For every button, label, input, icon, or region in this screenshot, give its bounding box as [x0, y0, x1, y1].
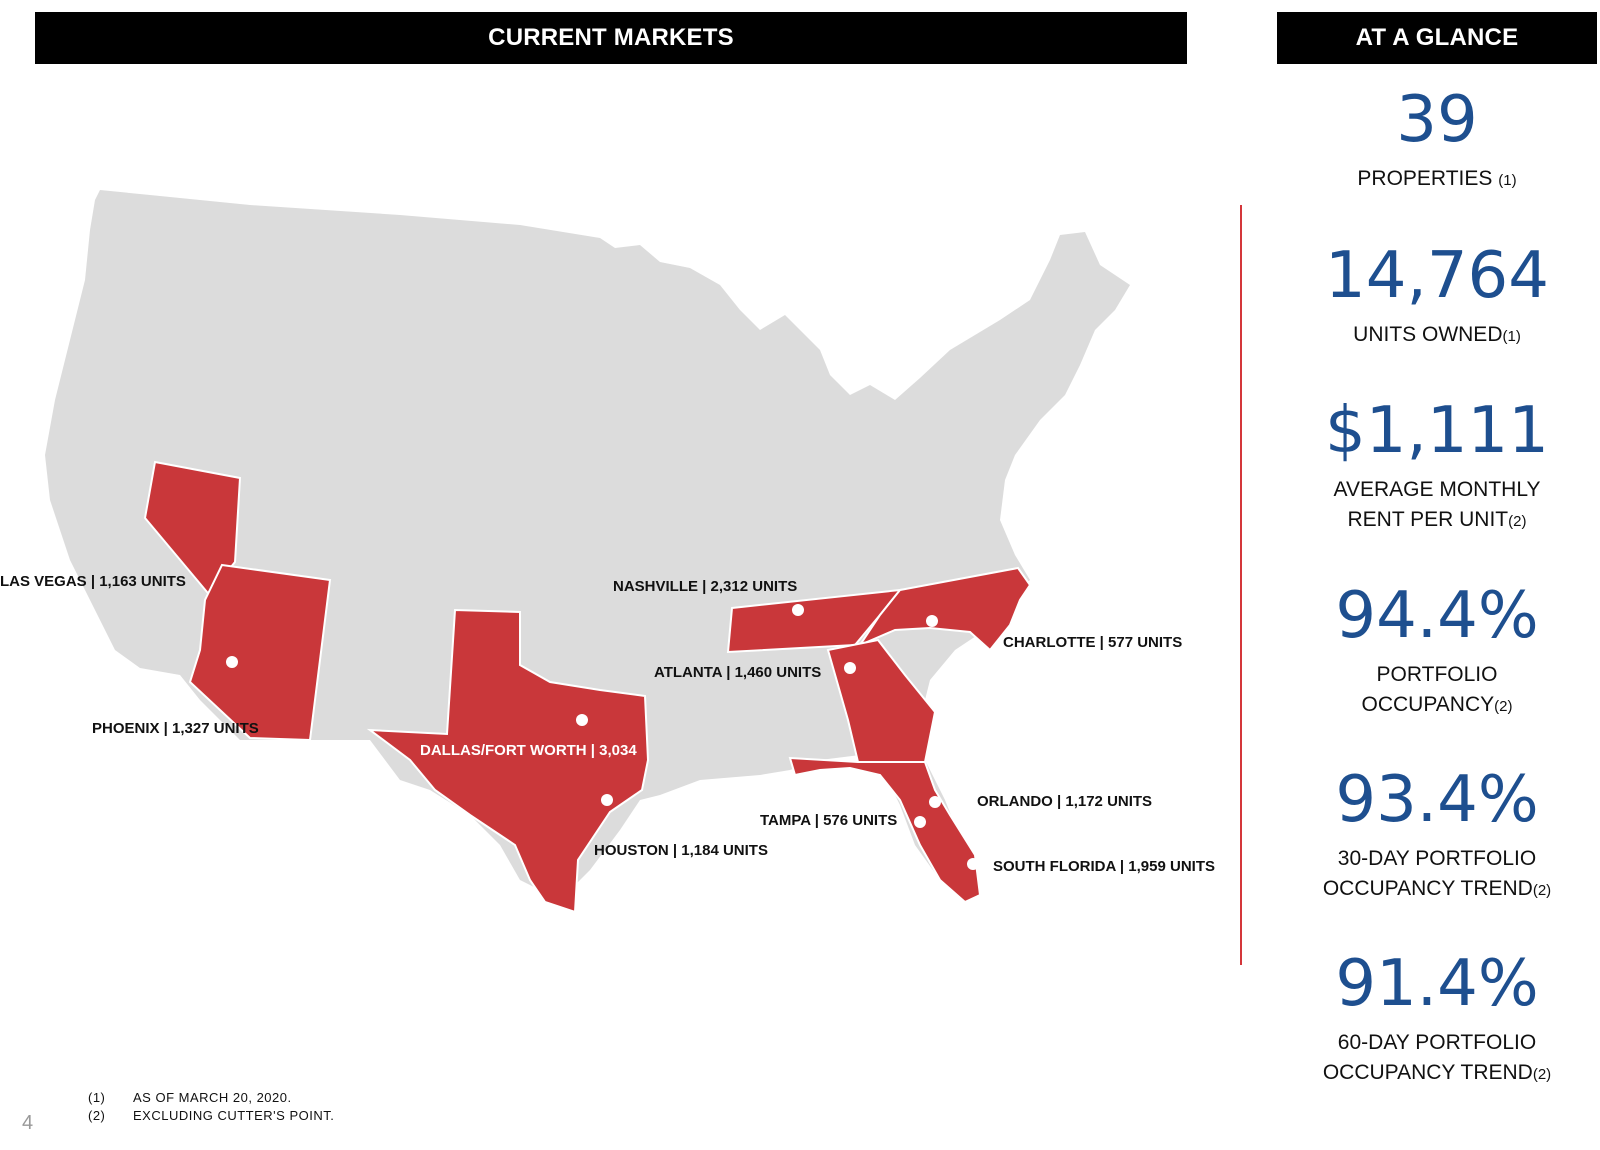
stat-label: UNITS OWNED(1)	[1277, 320, 1597, 352]
footnote: (1) AS OF MARCH 20, 2020.	[88, 1090, 334, 1108]
stat-label-text: OCCUPANCY TREND	[1322, 1061, 1533, 1084]
section-divider	[1240, 205, 1242, 965]
market-label-phoenix: PHOENIX | 1,327 UNITS	[92, 720, 259, 737]
market-label-charlotte: CHARLOTTE | 577 UNITS	[1003, 634, 1183, 651]
footnote-text: EXCLUDING CUTTER'S POINT.	[133, 1108, 335, 1123]
footnote-number: (2)	[88, 1108, 106, 1123]
footnotes: (1) AS OF MARCH 20, 2020. (2) EXCLUDING …	[88, 1090, 334, 1126]
footnote: (2) EXCLUDING CUTTER'S POINT.	[88, 1108, 334, 1126]
footnote-ref: (2)	[1532, 882, 1552, 899]
stat-value: 93.4%	[1335, 763, 1539, 837]
stat-value: 94.4%	[1335, 579, 1539, 653]
stat-label: 60-DAY PORTFOLIO OCCUPANCY TREND(2)	[1277, 1028, 1597, 1090]
stat-label: AVERAGE MONTHLY RENT PER UNIT(2)	[1277, 475, 1597, 537]
market-label-houston: HOUSTON | 1,184 UNITS	[594, 842, 768, 859]
state-arizona	[188, 563, 332, 742]
state-texas	[366, 608, 650, 914]
stat-label: PORTFOLIO OCCUPANCY(2)	[1277, 660, 1597, 722]
current-markets-header: CURRENT MARKETS	[35, 12, 1187, 64]
state-north-carolina	[857, 566, 1032, 652]
us-map-svg	[45, 190, 1130, 914]
state-tennessee	[726, 588, 903, 654]
stat-label-text: OCCUPANCY TREND	[1322, 877, 1533, 900]
stat-label-line1: 60-DAY PORTFOLIO	[1337, 1031, 1537, 1054]
stat-label-text: UNITS OWNED	[1353, 323, 1503, 346]
stat-value: 39	[1396, 83, 1478, 157]
footnote-text: AS OF MARCH 20, 2020.	[133, 1090, 292, 1105]
stat-label-text: OCCUPANCY	[1361, 693, 1495, 716]
footnote-ref: (2)	[1508, 513, 1527, 530]
stat-label-text: RENT PER UNIT	[1347, 508, 1509, 531]
stat-label-line1: 30-DAY PORTFOLIO	[1337, 847, 1537, 870]
stat-label: 30-DAY PORTFOLIO OCCUPANCY TREND(2)	[1277, 844, 1597, 906]
stat-average-rent: $1,111 AVERAGE MONTHLY RENT PER UNIT(2)	[1277, 399, 1597, 537]
stat-label-line1: PORTFOLIO	[1376, 663, 1498, 686]
market-label-orlando: ORLANDO | 1,172 UNITS	[977, 793, 1153, 810]
footnote-number: (1)	[88, 1090, 106, 1105]
city-dot-south-florida	[967, 858, 979, 870]
stat-value: 91.4%	[1335, 947, 1539, 1021]
city-dot-dallas	[576, 714, 588, 726]
at-a-glance-header: AT A GLANCE	[1277, 12, 1597, 64]
market-label-tampa: TAMPA | 576 UNITS	[760, 812, 898, 829]
page-number: 4	[22, 1112, 34, 1134]
city-dot-tampa	[914, 816, 926, 828]
market-label-nashville: NASHVILLE | 2,312 UNITS	[613, 578, 798, 595]
stat-value: $1,111	[1325, 394, 1549, 468]
footnote-ref: (2)	[1494, 698, 1513, 715]
stat-units-owned: 14,764 UNITS OWNED(1)	[1277, 244, 1597, 352]
footnote-ref: (1)	[1498, 172, 1517, 189]
stat-60-day-trend: 91.4% 60-DAY PORTFOLIO OCCUPANCY TREND(2…	[1277, 952, 1597, 1090]
stat-properties: 39 PROPERTIES (1)	[1277, 88, 1597, 196]
footnote-ref: (1)	[1502, 328, 1521, 345]
stat-label-line1: AVERAGE MONTHLY	[1333, 478, 1541, 501]
city-dot-orlando	[929, 796, 941, 808]
city-dot-nashville	[792, 604, 804, 616]
stat-value: 14,764	[1325, 239, 1549, 313]
city-dot-atlanta	[844, 662, 856, 674]
stat-label: PROPERTIES (1)	[1277, 164, 1597, 196]
market-label-south-florida: SOUTH FLORIDA | 1,959 UNITS	[993, 858, 1216, 875]
stat-portfolio-occupancy: 94.4% PORTFOLIO OCCUPANCY(2)	[1277, 584, 1597, 722]
market-label-atlanta: ATLANTA | 1,460 UNITS	[654, 664, 822, 681]
city-dot-houston	[601, 794, 613, 806]
footnote-ref: (2)	[1532, 1066, 1552, 1083]
market-label-dallas-fort-worth: DALLAS/FORT WORTH | 3,034	[420, 742, 637, 759]
state-florida	[788, 756, 982, 904]
city-dot-phoenix	[226, 656, 238, 668]
city-dot-charlotte	[926, 615, 938, 627]
stat-label-text: PROPERTIES	[1357, 167, 1493, 190]
market-label-las-vegas: LAS VEGAS | 1,163 UNITS	[0, 573, 186, 590]
stat-30-day-trend: 93.4% 30-DAY PORTFOLIO OCCUPANCY TREND(2…	[1277, 768, 1597, 906]
us-market-map: LAS VEGAS | 1,163 UNITS PHOENIX | 1,327 …	[0, 180, 1240, 940]
